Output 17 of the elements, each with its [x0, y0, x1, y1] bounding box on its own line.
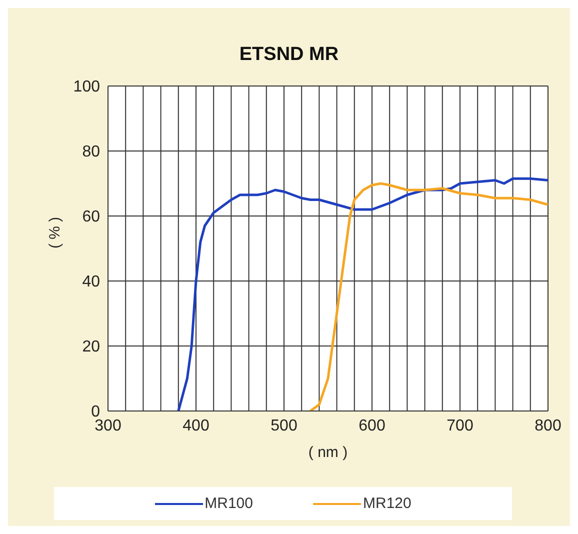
line-series: [309, 182, 548, 411]
x-tick-label: 700: [446, 417, 474, 434]
x-tick-label: 400: [182, 417, 210, 434]
y-axis-title: ( % ): [46, 216, 64, 248]
x-tick-label: 500: [270, 417, 298, 434]
x-axis-title: ( nm ): [308, 444, 348, 461]
x-tick-label: 600: [358, 417, 386, 434]
legend-label: MR100: [204, 495, 253, 512]
y-tick-label: 20: [82, 338, 100, 356]
y-tick-label: 60: [82, 208, 100, 226]
y-tick-label: 100: [73, 78, 100, 96]
y-tick-label: 80: [82, 144, 100, 161]
chart-title: ETSND MR: [238, 43, 340, 67]
legend-label: MR120: [362, 495, 412, 512]
y-tick-label: 40: [82, 274, 100, 291]
line-series: [177, 177, 548, 411]
x-tick-label: 800: [534, 417, 562, 434]
